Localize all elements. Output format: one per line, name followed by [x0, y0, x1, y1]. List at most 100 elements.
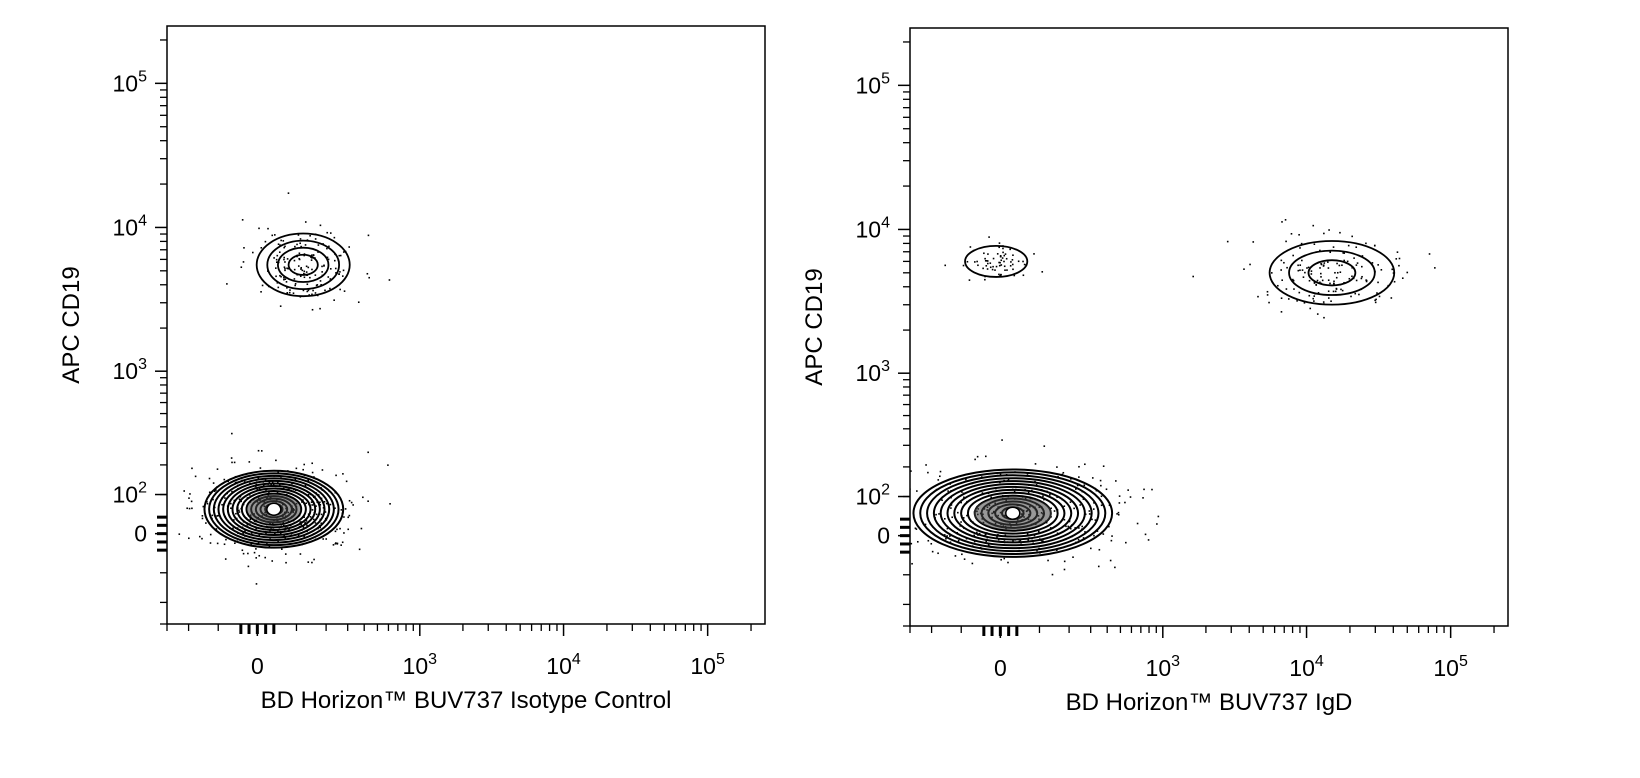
event-dot	[333, 259, 336, 262]
event-dot	[268, 481, 271, 483]
event-dot	[1398, 257, 1401, 260]
event-dot	[334, 267, 337, 270]
event-dot	[927, 471, 929, 474]
event-dot	[1000, 259, 1003, 262]
event-dot	[283, 534, 285, 537]
event-dot	[289, 289, 291, 291]
event-dot	[1115, 480, 1117, 482]
x-tick-label: 104	[546, 651, 581, 679]
event-dot	[1268, 301, 1270, 304]
event-dot	[216, 468, 219, 470]
event-dot	[306, 524, 308, 527]
event-dot	[309, 516, 312, 518]
event-dot	[1317, 292, 1320, 294]
event-dot	[1299, 269, 1301, 272]
event-dot	[285, 281, 288, 283]
event-dot	[1351, 235, 1353, 238]
event-dot	[212, 498, 214, 501]
event-dot	[1307, 266, 1310, 269]
event-dot	[1078, 465, 1080, 468]
x-tick-label: 104	[1289, 653, 1324, 681]
event-dot	[1243, 268, 1245, 270]
event-dot	[310, 254, 313, 257]
event-dot	[986, 260, 989, 262]
event-dot	[1313, 295, 1316, 297]
event-dot	[1105, 488, 1108, 491]
event-dot	[1000, 558, 1002, 561]
event-dot	[304, 244, 307, 246]
event-dot	[1003, 557, 1006, 560]
event-dot	[1009, 265, 1012, 267]
event-dot	[314, 238, 317, 240]
event-dot	[1266, 294, 1269, 296]
event-dot	[1309, 307, 1312, 310]
event-dot	[984, 278, 986, 281]
plot-panel-isotype-control: 0 103 104 105 0 102 103 104 105 BD Horizon™ BUV73…	[58, 25, 766, 714]
event-dot	[201, 537, 203, 540]
event-dot	[1143, 488, 1145, 491]
event-dot	[1358, 293, 1360, 296]
event-dot	[336, 542, 339, 545]
event-dot	[201, 515, 204, 517]
event-dot	[960, 501, 962, 504]
event-dot	[209, 533, 212, 536]
event-dot	[235, 512, 237, 515]
event-dot	[299, 521, 301, 524]
event-dot	[329, 278, 332, 280]
event-dot	[1116, 513, 1118, 515]
event-dot	[1004, 269, 1006, 272]
event-dot	[984, 533, 987, 536]
event-dot	[257, 542, 260, 544]
event-dot	[999, 473, 1002, 476]
event-dot	[986, 259, 988, 262]
event-dot	[311, 462, 314, 465]
event-dot	[963, 558, 966, 560]
event-dot	[270, 484, 272, 486]
event-dot	[274, 234, 276, 236]
event-dot	[198, 535, 201, 538]
event-dot	[1316, 279, 1319, 282]
event-dot	[1299, 264, 1302, 266]
event-dot	[1327, 279, 1330, 282]
y-tick-label: 102	[856, 482, 891, 510]
event-dot	[283, 246, 285, 249]
contour-line	[919, 471, 1107, 555]
event-dot	[1393, 280, 1396, 283]
event-dot	[937, 479, 940, 481]
event-dot	[335, 272, 337, 274]
event-dot	[1011, 263, 1014, 266]
event-dot	[963, 496, 965, 499]
event-dot	[910, 488, 911, 491]
event-dot	[1395, 258, 1398, 260]
event-dot	[288, 488, 290, 491]
event-dot	[1374, 301, 1377, 304]
event-dot	[221, 503, 223, 506]
event-dot	[279, 305, 282, 307]
event-dot	[991, 268, 994, 271]
event-dot	[360, 527, 363, 530]
y-tick-label: 104	[113, 212, 148, 240]
event-dot	[973, 540, 976, 543]
event-dot	[960, 521, 962, 523]
y-tick-label: 105	[113, 68, 148, 96]
event-dot	[981, 492, 984, 494]
event-dot	[257, 449, 260, 452]
event-dot	[312, 518, 315, 521]
event-dot	[1078, 476, 1080, 478]
event-dot	[977, 264, 979, 267]
event-dot	[279, 244, 281, 246]
event-dot	[225, 538, 227, 541]
event-dot	[1023, 263, 1026, 266]
event-dot	[1355, 264, 1358, 266]
event-dot	[264, 556, 267, 559]
event-dot	[1353, 257, 1355, 259]
event-dot	[898, 516, 900, 518]
event-dot	[224, 558, 227, 560]
event-dot	[1091, 518, 1093, 521]
event-dot	[1334, 290, 1337, 293]
event-dot	[1301, 259, 1303, 262]
event-dot	[247, 565, 250, 568]
event-dot	[303, 270, 306, 273]
contour-line	[231, 484, 317, 534]
event-dot	[283, 278, 285, 281]
